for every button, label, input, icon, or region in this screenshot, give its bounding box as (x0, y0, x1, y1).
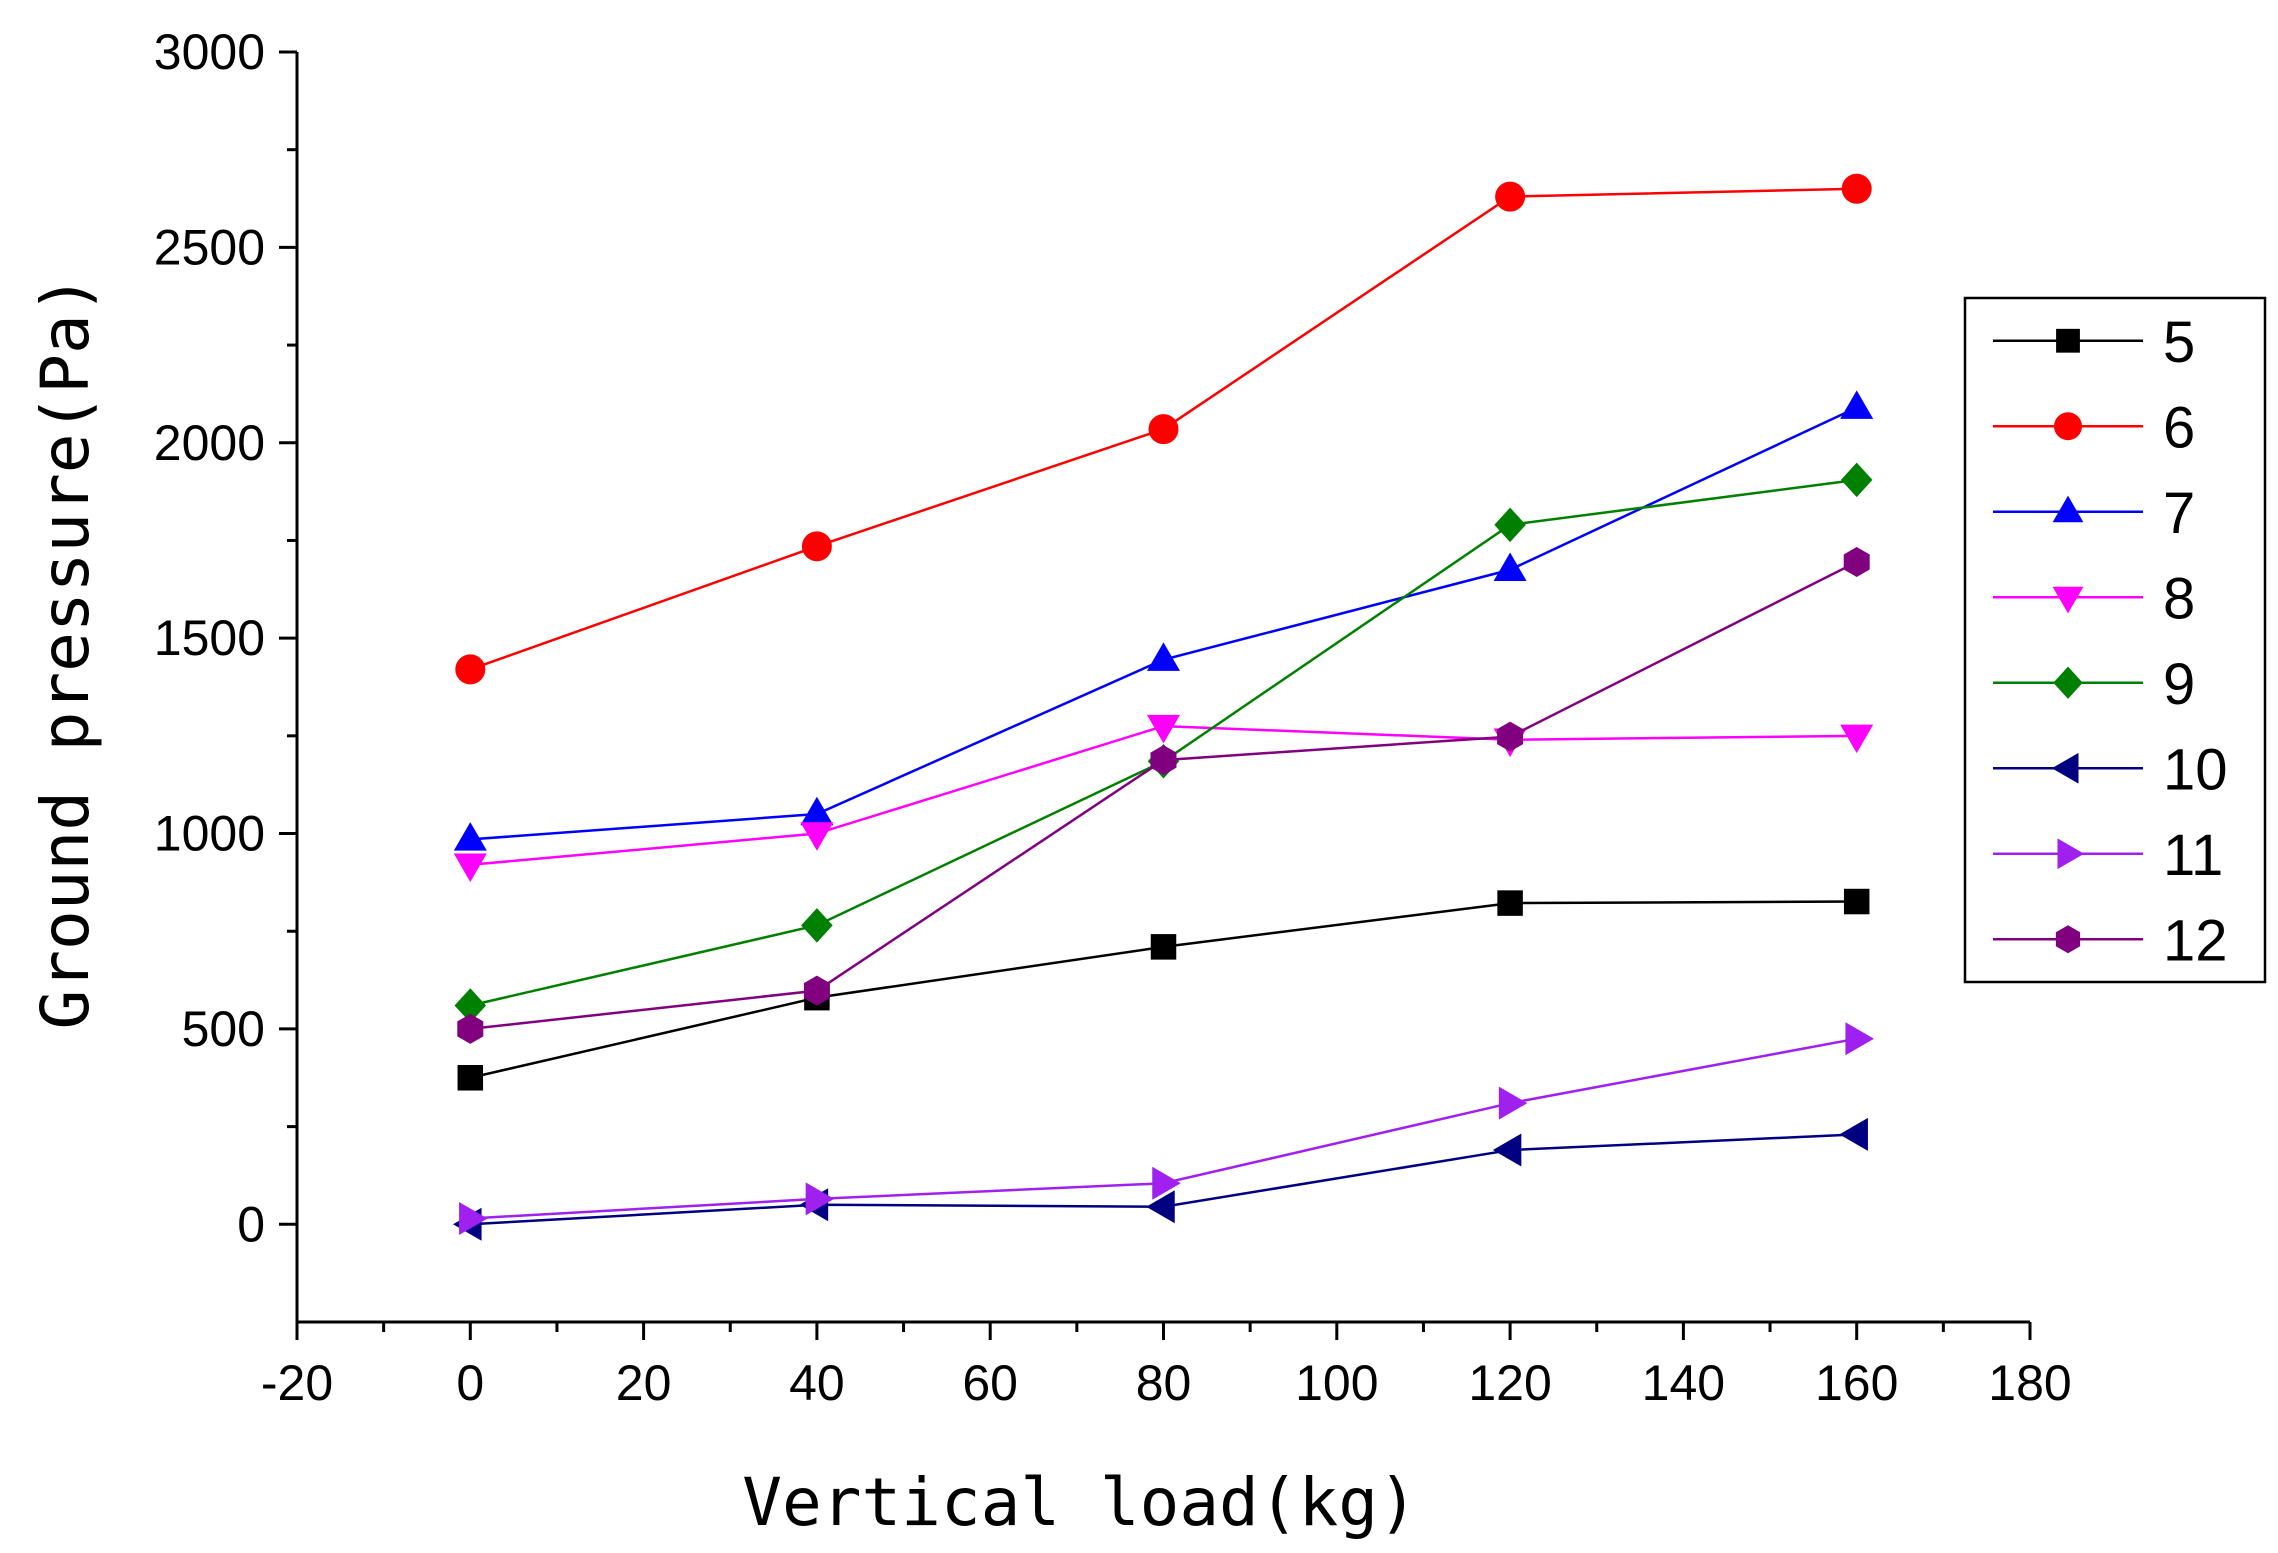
y-tick-label: 2000 (154, 415, 265, 471)
legend-box (1963, 296, 2267, 984)
data-point (801, 531, 832, 562)
data-point (1498, 1086, 1528, 1120)
x-tick-label: 20 (616, 1355, 672, 1411)
y-tick-label: 3000 (154, 24, 265, 80)
data-point (1843, 546, 1870, 577)
y-tick-label: 500 (182, 1001, 265, 1057)
legend-marker (2054, 412, 2082, 441)
data-point (1152, 1166, 1181, 1200)
series-12 (457, 546, 1870, 1044)
legend-marker (2052, 495, 2084, 523)
data-point (1147, 714, 1180, 744)
y-axis-title: Ground pressure(Pa) (27, 275, 104, 1030)
legend-label: 12 (2163, 908, 2228, 973)
legend-marker (2053, 666, 2083, 699)
data-point (453, 822, 487, 851)
legend-marker (2055, 925, 2081, 954)
legend: 5 6 7 8 9 10 11 12 (1963, 296, 2267, 984)
data-point (800, 796, 834, 826)
legend-item: 6 (1993, 395, 2195, 460)
legend-label: 10 (2163, 737, 2228, 802)
data-point (801, 908, 833, 943)
x-tick-label: 60 (962, 1355, 1018, 1411)
data-point (1840, 462, 1873, 498)
series-11 (459, 1022, 1874, 1235)
y-tick-label: 1000 (154, 806, 265, 862)
x-axis-title: Vertical load(kg) (742, 1464, 1418, 1541)
x-tick-label: 120 (1468, 1355, 1551, 1411)
data-point (1494, 507, 1526, 543)
data-point (1840, 390, 1874, 419)
legend-label: 8 (2163, 566, 2195, 631)
data-point (459, 1201, 488, 1235)
data-point (455, 654, 486, 685)
series-layer (453, 173, 1874, 1241)
legend-marker (2051, 752, 2079, 784)
data-point (1147, 642, 1180, 671)
legend-item: 12 (1993, 908, 2228, 973)
data-point (1840, 724, 1874, 754)
data-point (1843, 888, 1870, 915)
legend-marker (2057, 838, 2085, 870)
data-point (1150, 745, 1177, 776)
x-tick-label: -20 (261, 1355, 333, 1411)
x-tick-label: 0 (456, 1355, 484, 1411)
x-tick-label: 140 (1642, 1355, 1725, 1411)
data-point (1845, 1022, 1874, 1056)
x-tick-label: 180 (1988, 1355, 2071, 1411)
data-point (805, 1182, 835, 1216)
series-line (470, 900, 1857, 1079)
legend-label: 6 (2163, 395, 2195, 460)
x-tick-label: 40 (789, 1355, 845, 1411)
data-point (800, 822, 834, 851)
x-tick-label: 100 (1295, 1355, 1378, 1411)
series-6 (455, 173, 1872, 685)
series-7 (453, 390, 1874, 851)
y-tick-label: 2500 (154, 219, 265, 275)
data-point (1493, 552, 1527, 582)
legend-item: 11 (1993, 823, 2223, 888)
legend-item: 8 (1993, 566, 2195, 631)
legend-item: 5 (1993, 310, 2195, 375)
legend-marker (2056, 328, 2080, 353)
legend-item: 10 (1993, 737, 2228, 802)
data-point (1148, 414, 1179, 445)
legend-marker (2052, 586, 2084, 614)
data-point (1497, 721, 1524, 752)
data-point (1146, 1190, 1175, 1224)
data-point (457, 1065, 484, 1091)
legend-item: 7 (1993, 481, 2195, 546)
legend-item: 9 (1993, 652, 2195, 717)
legend-label: 11 (2163, 823, 2223, 888)
series-8 (453, 714, 1874, 883)
data-point (457, 1013, 484, 1044)
y-tick-label: 1500 (154, 610, 265, 666)
data-point (803, 975, 830, 1006)
series-5 (457, 888, 1870, 1091)
x-tick-label: 80 (1136, 1355, 1192, 1411)
data-point (1841, 173, 1872, 204)
axes: -20 0 20 40 60 80 100 120 140 160 180 0 500 1000 1500 2… (154, 24, 2072, 1411)
data-point (1495, 181, 1526, 212)
y-tick-label: 0 (237, 1196, 265, 1252)
data-point (1497, 890, 1523, 916)
data-point (1492, 1133, 1522, 1167)
legend-label: 9 (2163, 652, 2195, 717)
data-point (1839, 1117, 1868, 1151)
data-point (454, 988, 487, 1023)
data-point (453, 853, 487, 883)
legend-label: 7 (2163, 481, 2195, 546)
data-point (1150, 934, 1177, 960)
legend-label: 5 (2163, 310, 2195, 375)
x-tick-label: 160 (1815, 1355, 1898, 1411)
